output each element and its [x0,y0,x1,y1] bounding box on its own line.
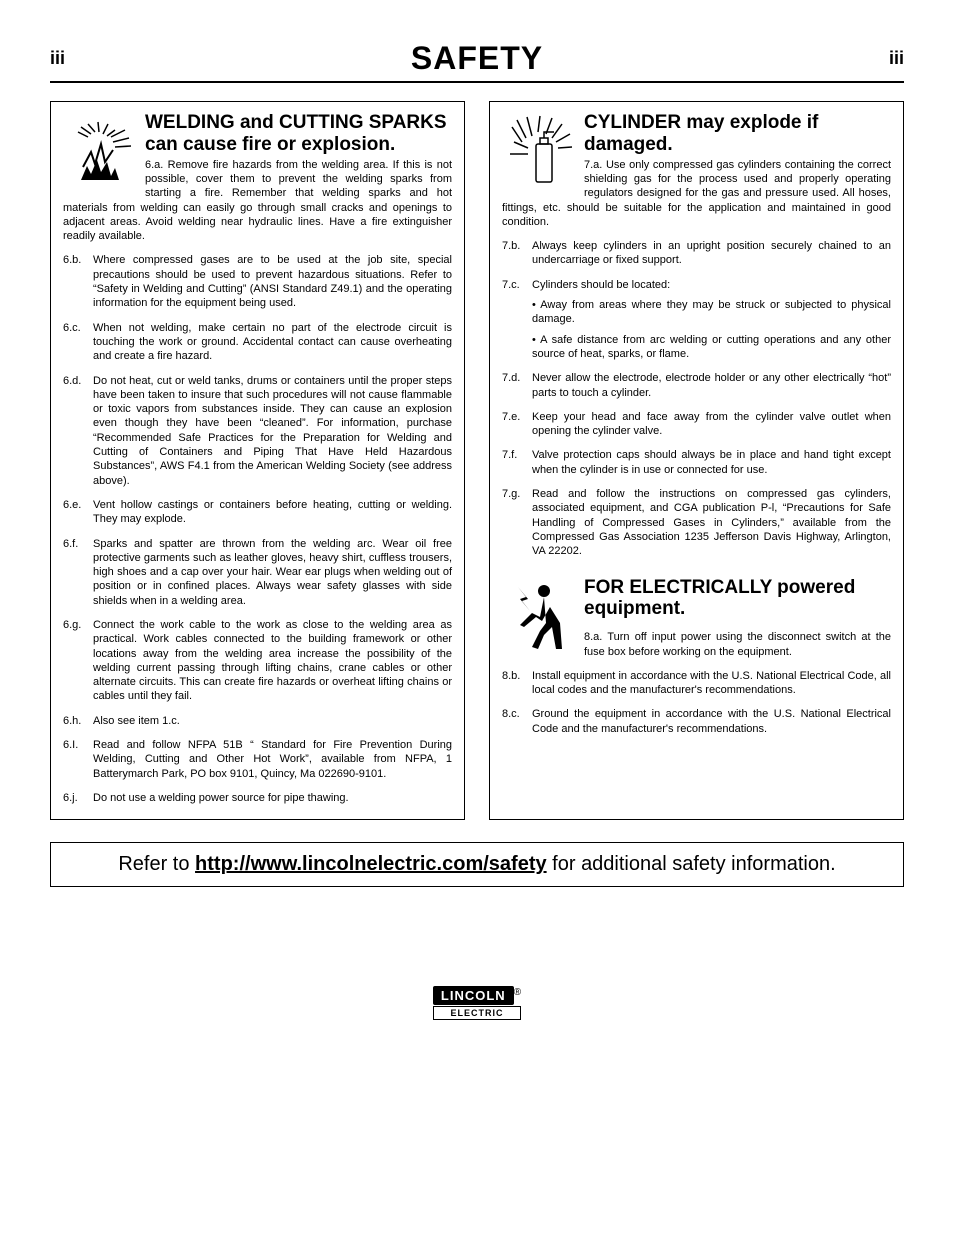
footer-prefix: Refer to [118,853,195,875]
item-6i-num: 6.I. [63,738,93,781]
item-7f: 7.f. Valve protection caps should always… [502,448,891,477]
item-7e: 7.e. Keep your head and face away from t… [502,410,891,439]
item-8a-num: 8.a. [584,631,602,643]
item-8b-num: 8.b. [502,669,532,698]
item-6h-num: 6.h. [63,714,93,728]
item-7c-sub1: • Away from areas where they may be stru… [532,298,891,327]
item-6f: 6.f. Sparks and spatter are thrown from … [63,537,452,608]
left-column: WELDING and CUTTING SPARKS can cause fir… [50,101,465,820]
item-8b: 8.b. Install equipment in accordance wit… [502,669,891,698]
item-6a-num: 6.a. [145,159,163,171]
logo-container: LINCOLN® ELECTRIC [50,987,904,1021]
item-6g: 6.g. Connect the work cable to the work … [63,618,452,704]
item-7d-text: Never allow the electrode, electrode hol… [532,371,891,400]
item-6f-num: 6.f. [63,537,93,608]
item-7g-num: 7.g. [502,487,532,558]
item-6c-num: 6.c. [63,321,93,364]
page-title: SAFETY [411,40,543,77]
item-7f-num: 7.f. [502,448,532,477]
item-8c-num: 8.c. [502,707,532,736]
item-8c: 8.c. Ground the equipment in accordance … [502,707,891,736]
item-7b: 7.b. Always keep cylinders in an upright… [502,239,891,268]
page-header: iii SAFETY iii [50,40,904,83]
item-6e-text: Vent hollow castings or containers befor… [93,498,452,527]
item-7c-text: Cylinders should be located: [532,278,891,292]
item-6b-num: 6.b. [63,253,93,310]
item-6h: 6.h. Also see item 1.c. [63,714,452,728]
logo-bottom-text: ELECTRIC [433,1006,521,1020]
item-6j-num: 6.j. [63,791,93,805]
page-number-right: iii [889,48,904,69]
item-8b-text: Install equipment in accordance with the… [532,669,891,698]
item-6j: 6.j. Do not use a welding power source f… [63,791,452,805]
item-6d-text: Do not heat, cut or weld tanks, drums or… [93,374,452,488]
item-6h-text: Also see item 1.c. [93,714,452,728]
item-6i: 6.I. Read and follow NFPA 51B “ Standard… [63,738,452,781]
item-6g-num: 6.g. [63,618,93,704]
item-6d-num: 6.d. [63,374,93,488]
item-6c: 6.c. When not welding, make certain no p… [63,321,452,364]
item-8c-text: Ground the equipment in accordance with … [532,707,891,736]
right-column: CYLINDER may explode if damaged. 7.a. Us… [489,101,904,820]
item-7b-text: Always keep cylinders in an upright posi… [532,239,891,268]
footer-reference-box: Refer to http://www.lincolnelectric.com/… [50,842,904,887]
section-8-header: FOR ELECTRICALLY powered equipment. 8.a.… [502,577,891,659]
footer-suffix: for additional safety information. [547,853,836,875]
logo-top-text: LINCOLN [433,986,514,1005]
item-7c-sub2: • A safe distance from arc welding or cu… [532,333,891,362]
sparks-fire-icon [63,112,141,190]
cylinder-explode-icon [502,112,580,190]
item-7d: 7.d. Never allow the electrode, electrod… [502,371,891,400]
item-6e-num: 6.e. [63,498,93,527]
item-7a-num: 7.a. [584,159,602,171]
item-6c-text: When not welding, make certain no part o… [93,321,452,364]
page-number-left: iii [50,48,65,69]
item-7e-num: 7.e. [502,410,532,439]
item-6g-text: Connect the work cable to the work as cl… [93,618,452,704]
logo-registered-mark: ® [514,987,521,998]
item-7f-text: Valve protection caps should always be i… [532,448,891,477]
item-6j-text: Do not use a welding power source for pi… [93,791,452,805]
item-8a-text: Turn off input power using the disconnec… [584,631,891,657]
item-7g: 7.g. Read and follow the instructions on… [502,487,891,558]
section-8: FOR ELECTRICALLY powered equipment. 8.a.… [502,577,891,736]
item-6d: 6.d. Do not heat, cut or weld tanks, dru… [63,374,452,488]
electrical-shock-icon [502,577,580,655]
item-6b: 6.b. Where compressed gases are to be us… [63,253,452,310]
item-6f-text: Sparks and spatter are thrown from the w… [93,537,452,608]
section-6-header: WELDING and CUTTING SPARKS can cause fir… [63,112,452,243]
section-7: CYLINDER may explode if damaged. 7.a. Us… [502,112,891,559]
lincoln-electric-logo: LINCOLN® ELECTRIC [433,987,521,1020]
item-7e-text: Keep your head and face away from the cy… [532,410,891,439]
content-columns: WELDING and CUTTING SPARKS can cause fir… [50,101,904,820]
item-7g-text: Read and follow the instructions on comp… [532,487,891,558]
item-7c: 7.c. Cylinders should be located: [502,278,891,292]
item-7b-num: 7.b. [502,239,532,268]
item-6e: 6.e. Vent hollow castings or containers … [63,498,452,527]
item-6i-text: Read and follow NFPA 51B “ Standard for … [93,738,452,781]
footer-url: http://www.lincolnelectric.com/safety [195,853,547,875]
item-6b-text: Where compressed gases are to be used at… [93,253,452,310]
item-7c-num: 7.c. [502,278,532,292]
item-7d-num: 7.d. [502,371,532,400]
section-7-header: CYLINDER may explode if damaged. 7.a. Us… [502,112,891,229]
